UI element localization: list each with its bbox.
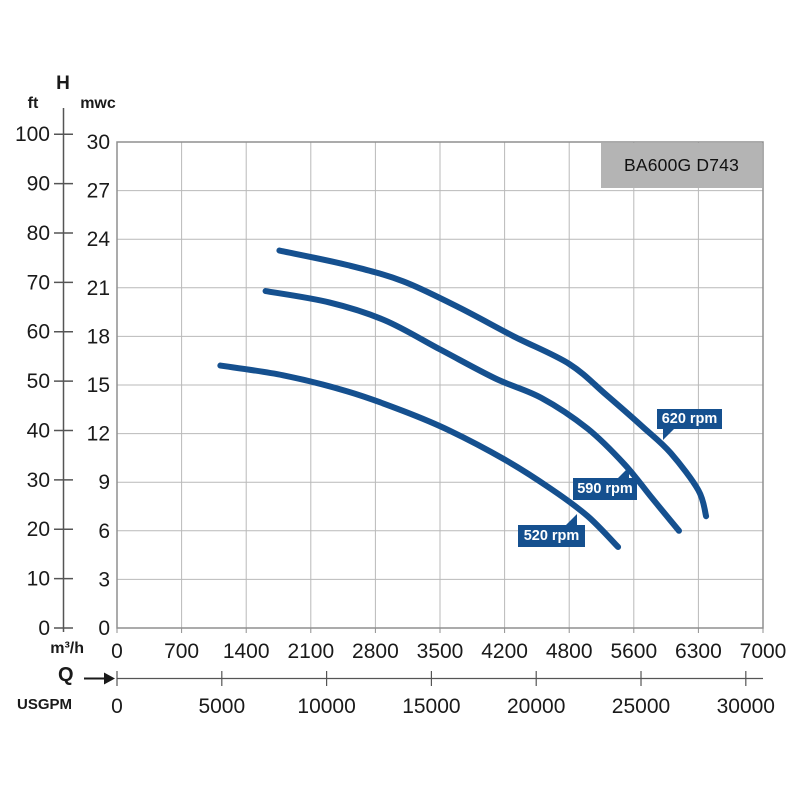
mwc-tick-label: 6 [98, 520, 110, 543]
mwc-unit-label: mwc [79, 95, 117, 113]
mwc-tick-label: 15 [87, 374, 110, 397]
ft-unit-label: ft [22, 95, 44, 113]
m3h-tick-label: 5600 [610, 640, 657, 663]
ft-tick-label: 80 [27, 222, 50, 245]
mwc-tick-label: 24 [87, 228, 111, 251]
head-axis-symbol: H [51, 73, 75, 95]
callout-590rpm-text: 590 rpm [577, 481, 633, 497]
callout-620rpm-text: 620 rpm [661, 411, 718, 427]
usgpm-tick-label: 10000 [297, 695, 355, 718]
mwc-tick-label: 18 [87, 325, 110, 348]
m3h-unit-label: m³/h [30, 640, 84, 658]
callout-590rpm: 590 rpm [573, 467, 637, 500]
curve-520rpm [217, 362, 622, 550]
flow-axis-symbol: Q [58, 664, 74, 687]
mwc-tick-label: 0 [98, 617, 110, 640]
ft-tick-label: 30 [27, 469, 50, 492]
mwc-tick-label: 3 [98, 568, 110, 591]
ft-tick-label: 70 [27, 271, 50, 294]
mwc-tick-label: 30 [87, 131, 110, 154]
m3h-tick-label: 6300 [675, 640, 722, 663]
callout-520rpm-text: 520 rpm [523, 528, 580, 544]
ft-tick-label: 0 [38, 617, 50, 640]
ft-tick-label: 10 [27, 568, 50, 591]
flow-axis-symbol-text: Q [58, 664, 74, 686]
m3h-tick-label: 2800 [352, 640, 399, 663]
usgpm-tick-label: 30000 [717, 695, 775, 718]
model-label-box: BA600G D743 [601, 143, 762, 188]
mwc-tick-label: 12 [87, 423, 110, 446]
callout-620rpm: 620 rpm [657, 409, 722, 440]
flow-arrow-head-icon [104, 672, 115, 685]
ft-unit-text: ft [27, 95, 39, 112]
curve-620rpm [276, 247, 710, 520]
curve-590rpm [262, 288, 682, 534]
head-axis-symbol-text: H [56, 73, 70, 94]
ft-tick-label: 50 [27, 370, 50, 393]
m3h-unit-text: m³/h [50, 640, 84, 657]
ft-tick-label: 60 [27, 321, 50, 344]
m3h-tick-label: 7000 [740, 640, 787, 663]
mwc-unit-text: mwc [80, 95, 116, 112]
usgpm-tick-label: 0 [111, 695, 123, 718]
m3h-tick-label: 3500 [417, 640, 464, 663]
usgpm-tick-label: 15000 [402, 695, 460, 718]
usgpm-tick-label: 5000 [198, 695, 245, 718]
m3h-tick-label: 2100 [287, 640, 334, 663]
mwc-tick-label: 21 [87, 277, 110, 300]
ft-tick-label: 90 [27, 173, 50, 196]
usgpm-tick-label: 25000 [612, 695, 670, 718]
mwc-tick-label: 27 [87, 180, 110, 203]
mwc-tick-label: 9 [98, 471, 110, 494]
model-label-text: BA600G D743 [623, 155, 740, 175]
m3h-tick-label: 4800 [546, 640, 593, 663]
usgpm-unit-text: USGPM [17, 696, 73, 713]
callout-520rpm: 520 rpm [518, 514, 585, 547]
m3h-tick-label: 4200 [481, 640, 528, 663]
m3h-tick-label: 700 [164, 640, 199, 663]
usgpm-unit-label: USGPM [17, 696, 72, 713]
ft-tick-label: 100 [15, 123, 50, 146]
m3h-tick-label: 0 [111, 640, 123, 663]
ft-tick-label: 40 [27, 419, 50, 442]
m3h-tick-label: 1400 [223, 640, 270, 663]
ft-tick-label: 20 [27, 518, 50, 541]
usgpm-tick-label: 20000 [507, 695, 565, 718]
